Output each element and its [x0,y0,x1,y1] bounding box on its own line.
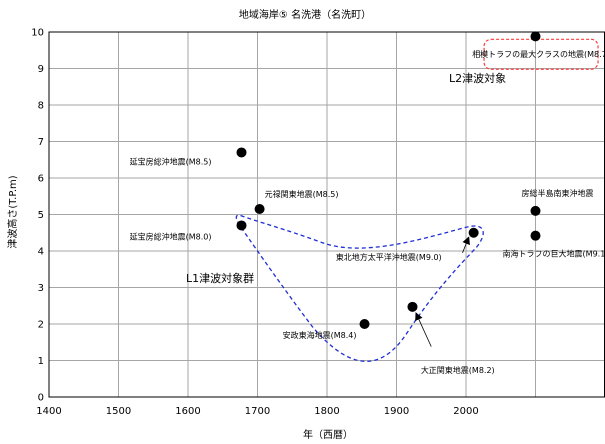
l2-tsunami-target-box [483,38,599,70]
data-point [359,319,370,329]
point-label: 延宝房総沖地震(M8.0) [130,231,212,241]
y-tick-label: 1 [38,356,44,367]
point-label: 延宝房総沖地震(M8.5) [130,156,212,166]
x-axis-label: 年（西暦） [303,428,353,441]
arrow-tohoku [462,236,470,253]
data-point [468,227,479,238]
y-tick-label: 4 [38,247,44,258]
x-tick-labels: 1400 1500 1600 1700 1800 1900 2000 [36,406,478,417]
point-label: 相模トラフの最大クラスの地震(M8.7) [472,49,605,59]
point-label: 房総半島南東沖地震 [522,188,594,198]
annotation-arrows [415,236,470,347]
point-label: 安政東海地震(M8.4) [283,330,357,340]
x-tick-label: 1600 [175,406,200,417]
y-tick-label: 10 [31,28,44,39]
x-tick-label: 1400 [36,406,61,417]
y-axis-label: 津波高さ(T.P.m) [6,175,19,248]
y-tick-label: 2 [38,320,44,331]
point-label: 元禄関東地震(M8.5) [265,189,339,199]
data-point [407,301,418,312]
data-point [254,204,265,215]
y-tick-labels: 0 1 2 3 4 5 6 7 8 9 10 [31,28,44,404]
x-tick-label: 1800 [314,406,339,417]
data-point [530,205,541,216]
y-tick-label: 9 [38,64,44,75]
l1-outline-path [235,214,484,362]
point-label: 東北地方太平洋沖地震(M9.0) [336,252,442,262]
arrow-taisho [415,312,432,347]
data-point [530,31,541,42]
data-points [236,31,541,329]
x-tick-label: 1500 [106,406,131,417]
x-tick-label: 1900 [384,406,409,417]
y-tick-label: 3 [38,283,44,294]
point-labels: 延宝房総沖地震(M8.5) 元禄関東地震(M8.5) 延宝房総沖地震(M8.0) 安政… [130,49,605,375]
y-tick-label: 0 [38,393,44,404]
l2-box-rect [483,38,599,70]
l2-tsunami-target-label: L2津波対象 [449,71,506,85]
y-tick-label: 6 [38,174,44,185]
y-tick-label: 8 [38,101,44,112]
data-point [236,147,247,158]
l1-tsunami-group-label: L1津波対象群 [186,271,254,285]
y-tick-label: 5 [38,210,44,221]
point-label: 南海トラフの巨大地震(M9.1) [503,249,605,259]
data-point [530,230,541,241]
y-tick-label: 7 [38,137,44,148]
x-tick-label: 2000 [453,406,478,417]
l1-tsunami-group-outline [235,214,484,362]
x-tick-label: 1700 [245,406,270,417]
data-point [236,220,247,231]
point-label: 大正関東地震(M8.2) [421,365,495,375]
chart-title: 地域海岸⑤ 名洗港（名洗町） [239,8,371,21]
